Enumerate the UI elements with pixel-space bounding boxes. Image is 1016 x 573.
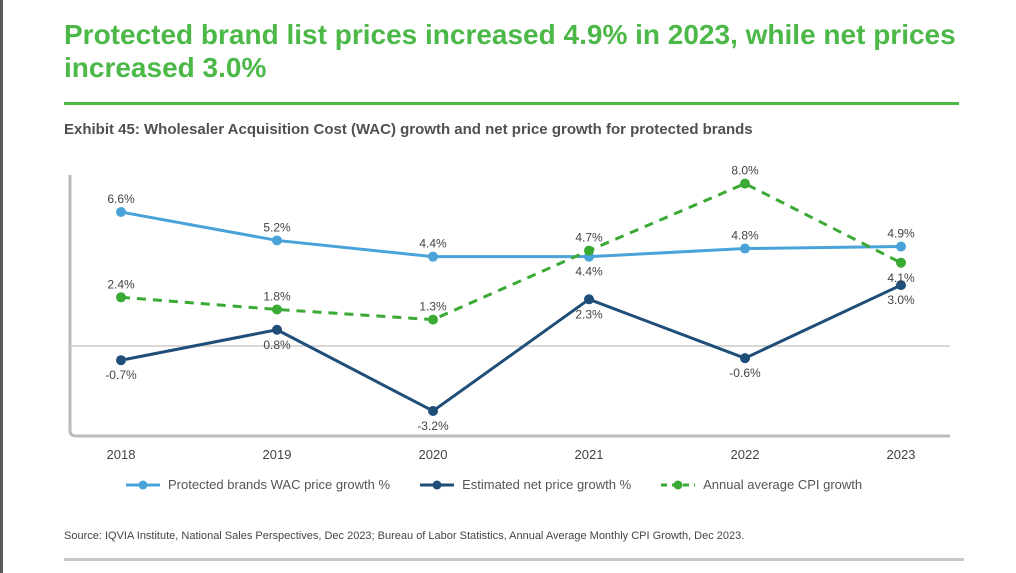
data-label-wac: 4.4%	[419, 237, 447, 251]
left-border	[0, 0, 3, 573]
headline: Protected brand list prices increased 4.…	[64, 19, 956, 83]
legend-swatch-cpi	[661, 479, 696, 491]
series-line-cpi	[120, 182, 902, 322]
legend: Protected brands WAC price growth % Esti…	[126, 477, 892, 492]
data-label-cpi: 1.3%	[419, 300, 447, 314]
data-label-wac: 4.4%	[575, 265, 603, 279]
legend-item-wac: Protected brands WAC price growth %	[126, 477, 390, 492]
data-label-cpi: 1.8%	[263, 289, 291, 303]
legend-label-wac: Protected brands WAC price growth %	[168, 477, 391, 492]
data-label-net: -3.2%	[417, 419, 449, 433]
data-point-cpi	[740, 178, 750, 189]
x-tick-label: 2023	[887, 447, 916, 462]
data-point-wac	[740, 243, 750, 254]
legend-label-net: Estimated net price growth %	[462, 477, 632, 492]
data-label-net: -0.6%	[729, 366, 761, 380]
headline-rule	[64, 102, 959, 105]
legend-label-cpi: Annual average CPI growth	[703, 477, 863, 492]
data-point-wac	[272, 235, 282, 246]
data-label-wac: 6.6%	[107, 192, 135, 206]
data-label-cpi: 4.7%	[575, 231, 603, 245]
x-tick-label: 2020	[419, 447, 448, 462]
data-point-net	[428, 405, 438, 416]
x-tick-label: 2018	[107, 447, 136, 462]
data-point-net	[584, 294, 594, 305]
data-label-net: 0.8%	[263, 338, 291, 352]
data-label-cpi: 2.4%	[107, 277, 135, 291]
data-label-wac: 5.2%	[263, 220, 291, 234]
data-label-wac: 4.8%	[731, 229, 759, 243]
legend-swatch-wac	[126, 479, 160, 491]
source-note: Source: IQVIA Institute, National Sales …	[64, 530, 745, 542]
data-point-cpi	[584, 245, 594, 256]
legend-swatch-net	[420, 479, 455, 491]
data-point-net	[740, 353, 750, 364]
series-line-net	[120, 283, 902, 413]
x-tick-label: 2022	[731, 447, 760, 462]
data-label-net: 3.0%	[887, 293, 915, 307]
axis-frame	[68, 175, 950, 438]
x-tick-label: 2021	[575, 447, 604, 462]
data-point-cpi	[896, 257, 906, 268]
legend-item-net: Estimated net price growth %	[420, 477, 631, 492]
data-point-wac	[896, 241, 906, 252]
data-label-cpi: 4.1%	[887, 271, 915, 285]
data-label-net: -0.7%	[105, 368, 137, 382]
footer-rule	[64, 558, 964, 561]
data-point-net	[116, 355, 126, 366]
data-point-cpi	[116, 292, 126, 303]
data-label-wac: 4.9%	[887, 227, 915, 241]
series-line-wac	[120, 210, 902, 259]
legend-item-cpi: Annual average CPI growth	[661, 477, 862, 492]
data-point-cpi	[272, 304, 282, 315]
x-tick-label: 2019	[263, 447, 292, 462]
data-point-net	[896, 280, 906, 291]
data-point-wac	[428, 251, 438, 262]
data-label-net: 2.3%	[575, 307, 603, 321]
data-point-wac	[116, 207, 126, 218]
exhibit-title: Exhibit 45: Wholesaler Acquisition Cost …	[64, 121, 753, 138]
data-point-cpi	[428, 314, 438, 325]
data-point-net	[272, 324, 282, 335]
data-label-cpi: 8.0%	[731, 164, 759, 178]
